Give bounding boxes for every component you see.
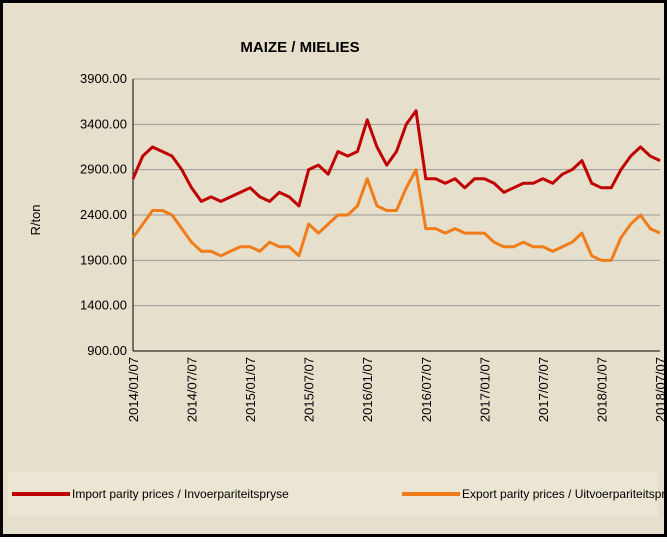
y-tick-label: 900.00 xyxy=(87,343,127,358)
y-tick-label: 3900.00 xyxy=(80,71,127,86)
chart-title: MAIZE / MIELIES xyxy=(240,39,359,56)
x-tick-label: 2017/07/07 xyxy=(536,357,551,422)
legend-box xyxy=(8,472,658,516)
series-line xyxy=(131,168,661,262)
x-tick-label: 2015/07/07 xyxy=(302,357,317,422)
x-tick-label: 2016/07/07 xyxy=(419,357,434,422)
legend-label: Import parity prices / Invoerpariteitspr… xyxy=(72,487,289,501)
y-tick-label: 3400.00 xyxy=(80,116,127,131)
x-tick-label: 2016/01/07 xyxy=(360,357,375,422)
x-tick-label: 2015/01/07 xyxy=(243,357,258,422)
series-line xyxy=(131,109,661,208)
x-tick-label: 2014/07/07 xyxy=(185,357,200,422)
x-tick-label: 2018/01/07 xyxy=(594,357,609,422)
x-tick-label: 2018/07/07 xyxy=(653,357,667,422)
legend-label: Export parity prices / Uitvoerpariteitsp… xyxy=(462,487,667,501)
y-tick-label: 1400.00 xyxy=(80,298,127,313)
x-tick-label: 2014/01/07 xyxy=(126,357,141,422)
y-axis-label: R/ton xyxy=(28,204,43,235)
y-tick-label: 1900.00 xyxy=(80,252,127,267)
x-tick-label: 2017/01/07 xyxy=(477,357,492,422)
y-tick-label: 2900.00 xyxy=(80,162,127,177)
y-tick-label: 2400.00 xyxy=(80,207,127,222)
